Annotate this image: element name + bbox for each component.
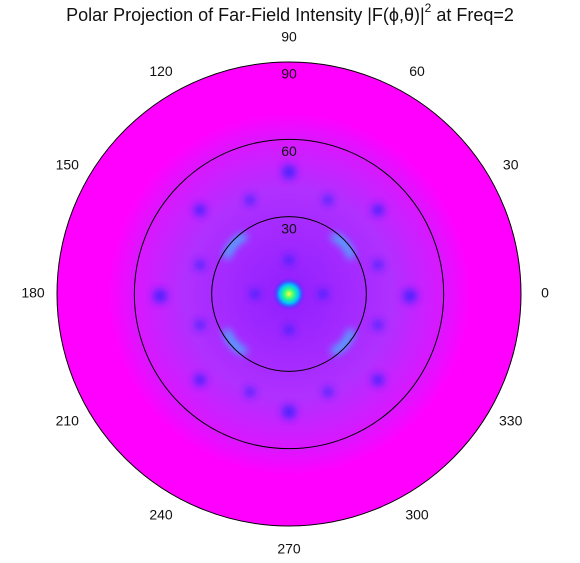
- grid-circle: [56, 61, 522, 527]
- polar-grid: [56, 61, 522, 527]
- theta-tick-label: 270: [277, 541, 301, 557]
- grid-circle: [211, 216, 367, 372]
- r-tick-label: 30: [281, 220, 297, 236]
- theta-tick-label: 60: [409, 63, 425, 79]
- theta-tick-label: 300: [405, 506, 429, 522]
- grid-circle: [133, 138, 445, 450]
- r-tick-label: 60: [281, 143, 297, 159]
- theta-tick-label: 210: [56, 413, 80, 429]
- theta-tick-label: 0: [541, 285, 549, 301]
- title-text: Polar Projection of Far-Field Intensity …: [66, 5, 425, 25]
- axis-labels: 30 60 90 0 30 60 90 120 150 180 210 240 270 300 330: [21, 29, 549, 557]
- title-text: at Freq=2: [431, 5, 514, 25]
- theta-tick-label: 180: [21, 285, 45, 301]
- theta-tick-label: 330: [499, 413, 523, 429]
- chart-title: Polar Projection of Far-Field Intensity …: [66, 1, 514, 25]
- intensity-map: [57, 62, 521, 526]
- theta-tick-label: 150: [56, 157, 80, 173]
- theta-tick-label: 240: [149, 506, 173, 522]
- intensity-blobs: [153, 165, 417, 419]
- theta-tick-label: 90: [281, 29, 297, 45]
- title-superscript: 2: [425, 1, 432, 15]
- theta-tick-label: 30: [503, 157, 519, 173]
- intensity-peak: [273, 278, 305, 310]
- r-tick-label: 90: [281, 66, 297, 82]
- intensity-arcs: [222, 232, 356, 356]
- theta-tick-label: 120: [149, 63, 173, 79]
